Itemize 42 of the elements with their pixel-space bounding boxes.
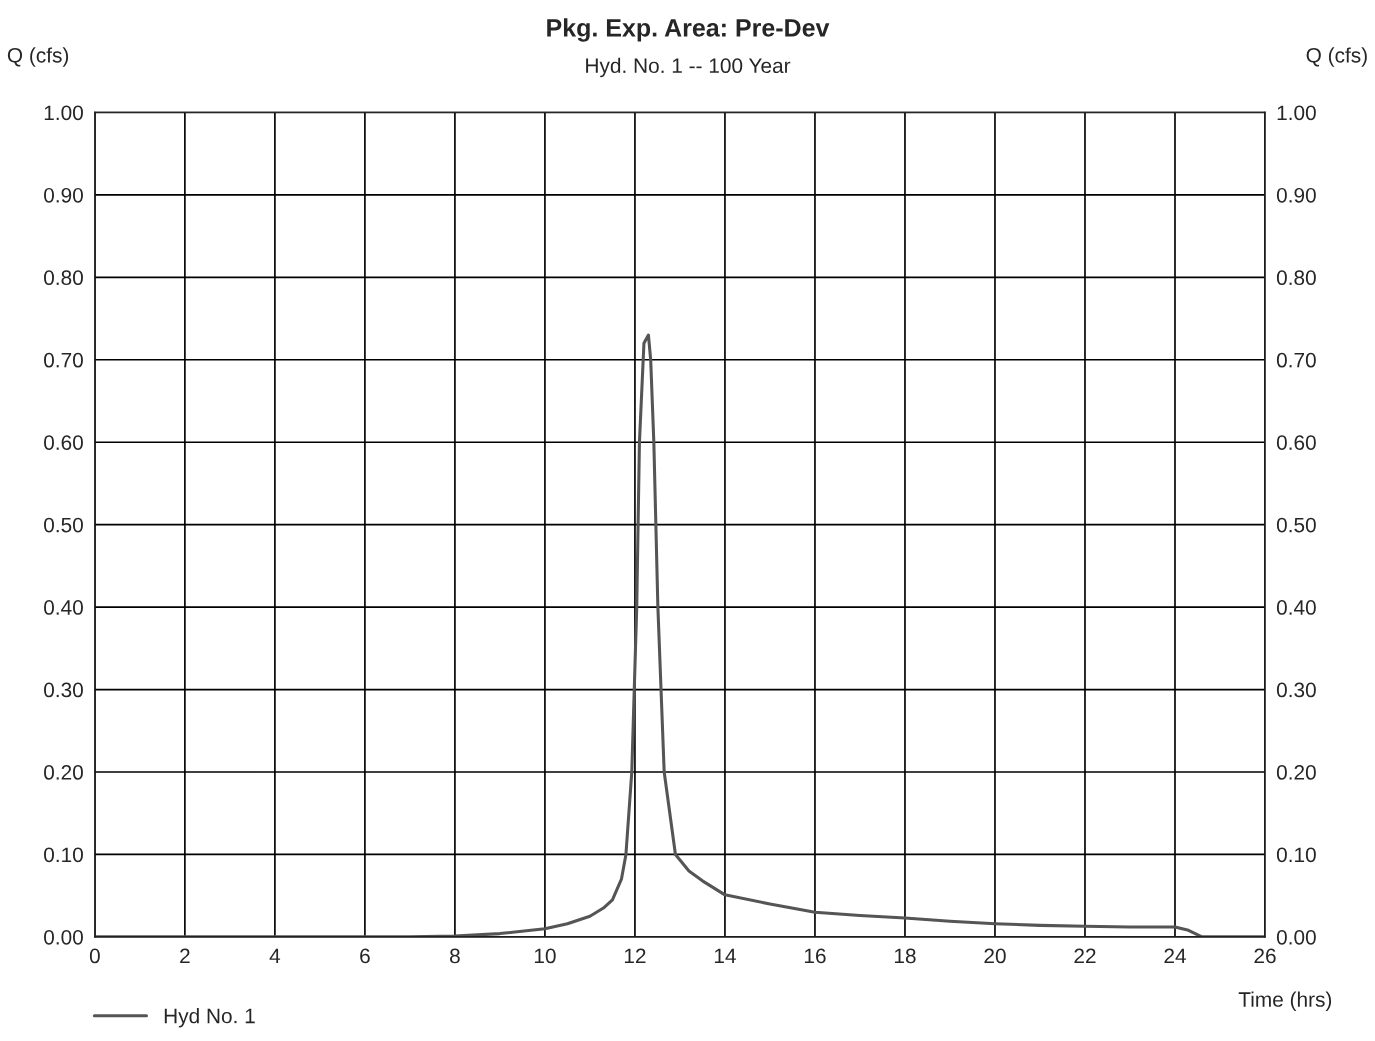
y-tick-label: 0.20	[44, 765, 83, 780]
y-tick-label: 0.50	[44, 517, 83, 533]
y-tick-label: 1.00	[44, 105, 83, 121]
y-tick-label: 0.40	[44, 600, 83, 615]
x-axis-title: Time (hrs)	[1238, 991, 1332, 1011]
y2-tick-label: 0.00	[1276, 929, 1316, 945]
y2-tick-label: 0.10	[1276, 847, 1316, 863]
y2-tick-label: 0.70	[1276, 352, 1316, 368]
chart-title: Pkg. Exp. Area: Pre-Dev	[547, 18, 830, 42]
y-tick-label: 0.00	[44, 929, 83, 945]
y-tick-label: 0.10	[44, 847, 83, 863]
y2-tick-label: 0.50	[1276, 517, 1316, 533]
y2-tick-label: 0.30	[1276, 682, 1316, 698]
y-tick-label: 0.80	[44, 270, 83, 286]
y2-axis-title: Q (cfs)	[1306, 47, 1367, 67]
y2-tick-label: 0.80	[1276, 270, 1316, 286]
y-tick-label: 0.30	[44, 682, 83, 698]
y2-tick-label: 0.20	[1276, 765, 1316, 780]
y2-tick-label: 0.40	[1276, 600, 1316, 615]
x-tick-label: 18	[894, 948, 916, 964]
x-tick-label: 20	[984, 948, 1006, 964]
x-tick-label: 4	[269, 948, 281, 964]
x-tick-label: 2	[180, 948, 190, 964]
x-tick-label: 26	[1254, 948, 1276, 964]
x-tick-label: 0	[89, 948, 100, 964]
y-axis-title: Q (cfs)	[7, 47, 69, 67]
y2-tick-label: 1.00	[1277, 105, 1316, 121]
x-tick-label: 12	[624, 948, 646, 964]
x-tick-label: 24	[1164, 948, 1186, 964]
y-tick-label: 0.70	[44, 352, 83, 368]
y2-tick-label: 0.90	[1276, 187, 1316, 203]
x-tick-label: 22	[1074, 948, 1096, 964]
x-tick-label: 8	[450, 948, 460, 964]
x-tick-label: 10	[534, 948, 556, 964]
x-tick-label: 6	[360, 948, 370, 964]
y-tick-label: 0.60	[44, 435, 83, 450]
x-tick-label: 16	[804, 948, 826, 964]
y2-tick-label: 0.60	[1276, 435, 1316, 450]
x-tick-label: 14	[714, 948, 736, 964]
chart-subtitle: Hyd. No. 1 -- 100 Year	[586, 57, 791, 78]
y-tick-label: 0.90	[44, 187, 83, 203]
legend-label: Hyd No. 1	[164, 1008, 255, 1028]
